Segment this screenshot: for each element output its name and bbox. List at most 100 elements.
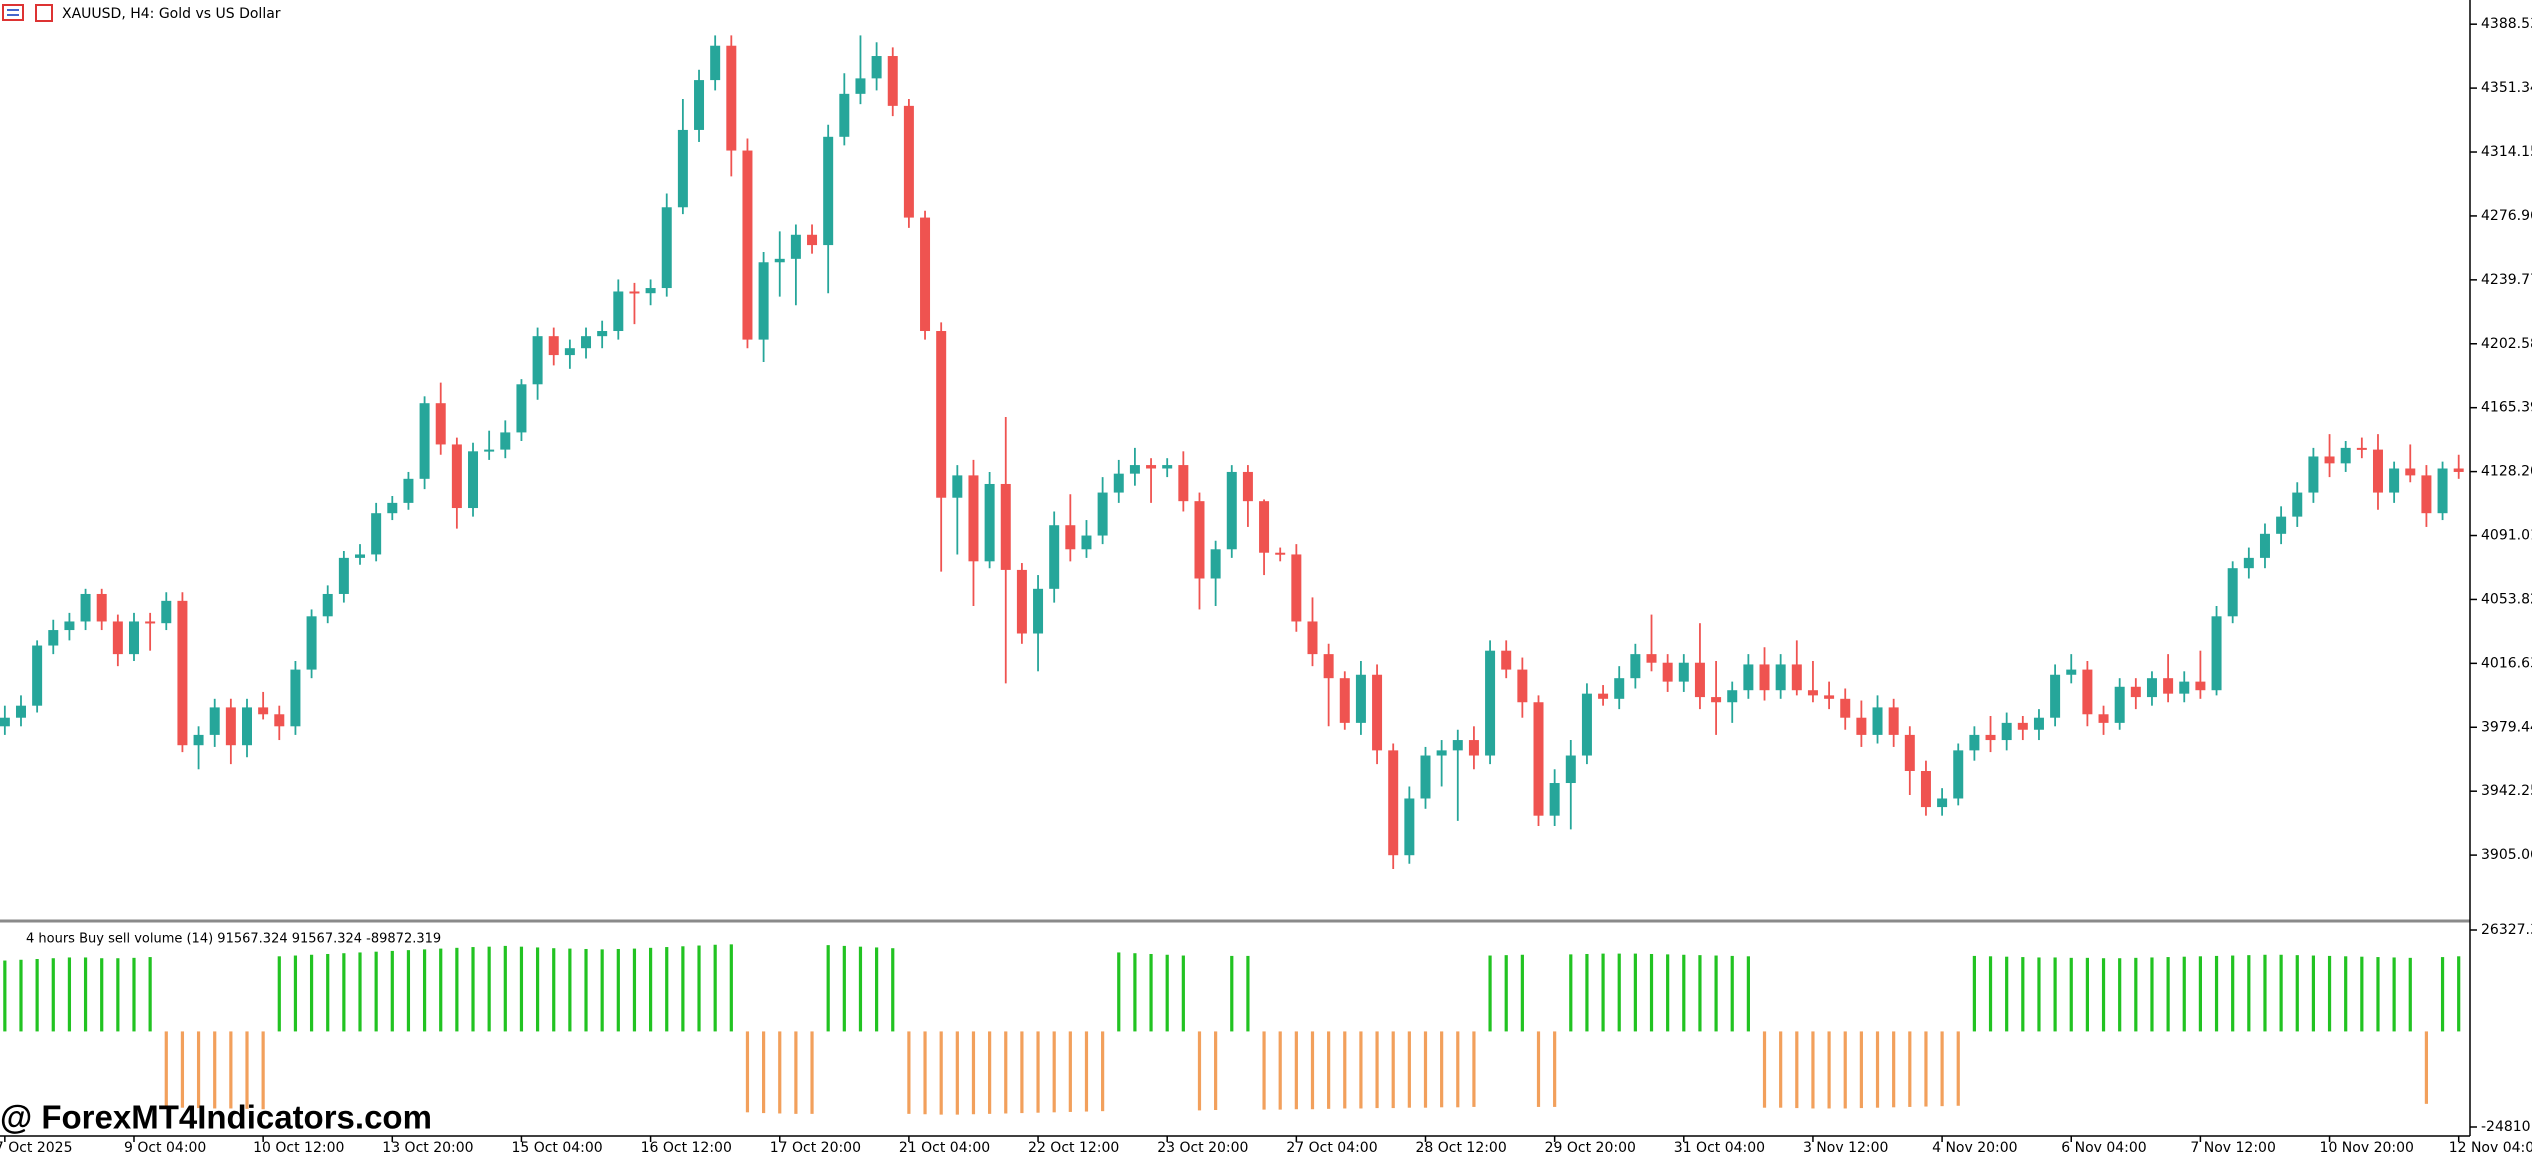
volume-bar bbox=[535, 947, 540, 1032]
volume-bar bbox=[1666, 954, 1670, 1032]
volume-bar bbox=[584, 948, 588, 1032]
x-tick-label: 9 Oct 04:00 bbox=[124, 1140, 206, 1156]
candle-body bbox=[936, 331, 947, 498]
volume-bar bbox=[729, 944, 733, 1032]
volume-bar bbox=[455, 947, 459, 1032]
candle-body bbox=[742, 150, 753, 340]
candle-body bbox=[500, 432, 511, 450]
candle-body bbox=[1581, 693, 1592, 756]
volume-bar bbox=[1165, 954, 1169, 1032]
y-tick-label: 4314.15 bbox=[2481, 144, 2532, 160]
candle-body bbox=[1888, 707, 1899, 735]
candle-body bbox=[1727, 690, 1738, 703]
volume-bar bbox=[1504, 955, 1508, 1032]
candle-body bbox=[1404, 798, 1415, 856]
candle-body bbox=[2437, 468, 2448, 514]
volume-bar bbox=[1359, 1031, 1363, 1109]
volume-bar bbox=[891, 948, 895, 1032]
volume-bar bbox=[858, 946, 863, 1032]
candle-body bbox=[1646, 654, 1657, 663]
candle-body bbox=[2211, 616, 2222, 691]
candle-body bbox=[1743, 664, 1754, 691]
candle-body bbox=[1339, 678, 1350, 723]
candle-body bbox=[1791, 664, 1802, 691]
candle-body bbox=[1388, 750, 1399, 856]
volume-bar bbox=[810, 1031, 814, 1114]
x-tick-label: 17 Oct 20:00 bbox=[770, 1140, 861, 1156]
candle-body bbox=[887, 56, 898, 106]
volume-bar bbox=[794, 1031, 798, 1114]
candle-body bbox=[1872, 707, 1883, 735]
y-tick-label: 4351.34 bbox=[2481, 80, 2532, 96]
volume-bar bbox=[1101, 1031, 1105, 1112]
candle-body bbox=[2066, 669, 2077, 675]
candle-body bbox=[2098, 714, 2109, 723]
candle-body bbox=[2340, 447, 2351, 464]
volume-bar bbox=[2198, 956, 2202, 1032]
candle-body bbox=[1711, 697, 1722, 703]
volume-bar bbox=[100, 958, 104, 1032]
candle-body bbox=[48, 630, 59, 646]
candle-body bbox=[1372, 674, 1383, 751]
candle-body bbox=[338, 557, 349, 594]
volume-bar bbox=[293, 955, 298, 1032]
candle-body bbox=[1049, 525, 1060, 589]
candle-body bbox=[64, 621, 75, 631]
candle-body bbox=[435, 403, 446, 445]
volume-bar bbox=[713, 944, 717, 1032]
x-tick-label: 12 Nov 04:00 bbox=[2449, 1140, 2532, 1156]
candle-body bbox=[2292, 492, 2303, 517]
volume-bar bbox=[1601, 953, 1605, 1032]
volume-bar bbox=[2231, 955, 2235, 1032]
candle-body bbox=[2130, 686, 2141, 698]
volume-bar bbox=[309, 954, 314, 1032]
x-tick-label: 7 Oct 2025 bbox=[0, 1140, 72, 1156]
volume-bar bbox=[826, 945, 830, 1032]
candle-body bbox=[468, 451, 479, 509]
volume-bar bbox=[1617, 953, 1621, 1032]
candle-body bbox=[484, 449, 495, 452]
candle-body bbox=[839, 93, 850, 137]
volume-bar bbox=[2392, 957, 2396, 1032]
volume-bar bbox=[1698, 955, 1702, 1032]
volume-bar bbox=[616, 948, 620, 1032]
candle-body bbox=[1259, 501, 1270, 553]
y2-tick-label: 26327.36 bbox=[2481, 922, 2532, 938]
volume-bar bbox=[1972, 955, 1976, 1032]
volume-bar bbox=[2150, 957, 2154, 1032]
candle-body bbox=[2114, 686, 2125, 723]
volume-bar bbox=[196, 1031, 201, 1109]
volume-bar bbox=[1859, 1031, 1863, 1109]
candle-body bbox=[1678, 662, 1689, 682]
menu-icon[interactable] bbox=[2, 4, 24, 21]
volume-bar bbox=[51, 958, 55, 1032]
volume-bar bbox=[2327, 955, 2332, 1032]
candle-body bbox=[290, 669, 301, 727]
candle-body bbox=[2453, 468, 2464, 472]
candle-body bbox=[903, 105, 914, 218]
volume-bar bbox=[1294, 1031, 1298, 1110]
volume-bar bbox=[374, 951, 378, 1032]
candle-body bbox=[1953, 750, 1964, 799]
candle-body bbox=[1420, 755, 1431, 799]
candle-body bbox=[306, 616, 317, 670]
candle-body bbox=[1000, 483, 1011, 570]
volume-bar bbox=[1440, 1031, 1444, 1108]
volume-bar bbox=[358, 952, 362, 1032]
volume-bar bbox=[1310, 1031, 1315, 1110]
volume-bar bbox=[600, 949, 604, 1032]
candle-body bbox=[1517, 669, 1528, 703]
volume-bar bbox=[2101, 958, 2106, 1032]
volume-bar bbox=[2279, 954, 2283, 1032]
candle-body bbox=[2227, 568, 2238, 617]
candle-body bbox=[32, 645, 43, 706]
volume-bar bbox=[1262, 1031, 1266, 1110]
volume-bar bbox=[1214, 1031, 1218, 1111]
volume-bar bbox=[2085, 957, 2089, 1032]
candle-body bbox=[855, 78, 866, 94]
volume-bar bbox=[471, 947, 475, 1032]
candle-body bbox=[2050, 674, 2061, 718]
candle-body bbox=[2259, 533, 2270, 558]
candle-body bbox=[1937, 798, 1948, 808]
candle-body bbox=[242, 707, 252, 746]
